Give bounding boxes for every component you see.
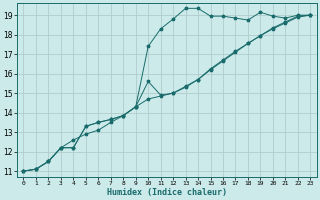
X-axis label: Humidex (Indice chaleur): Humidex (Indice chaleur) — [107, 188, 227, 197]
